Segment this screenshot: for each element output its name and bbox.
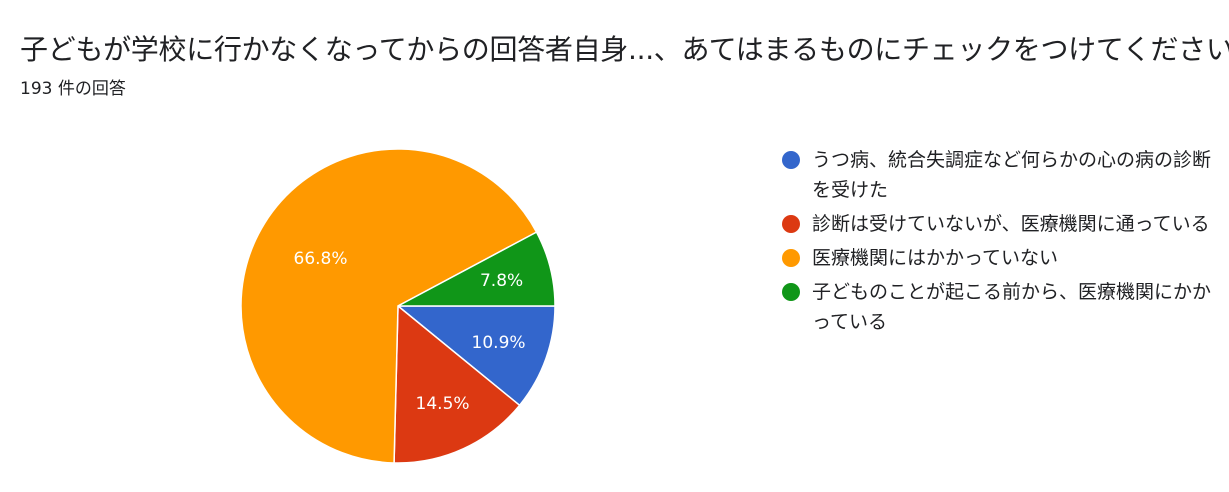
slice-visiting-medical-institution[interactable]: [393, 304, 521, 464]
legend-dot-icon: [782, 249, 800, 267]
legend-label: うつ病、統合失調症など何らかの心の病の診断を受けた: [812, 149, 1212, 201]
legend-dot-icon: [782, 283, 800, 301]
legend-label: 診断は受けていないが、医療機関に通っている: [812, 213, 1210, 235]
slice-data-label: 7.8%: [480, 271, 523, 291]
slice-data-label: 66.8%: [294, 249, 348, 269]
chart-title: 子どもが学校に行かなくなってからの回答者自身...、あてはまるものにチェックをつ…: [20, 33, 1229, 66]
legend-item-visiting-before-event[interactable]: 子どものことが起こる前から、医療機関にかかっている: [782, 277, 1212, 337]
legend-item-mental-illness-diagnosis[interactable]: うつ病、統合失調症など何らかの心の病の診断を受けた: [782, 145, 1212, 205]
legend-label: 医療機関にはかかっていない: [812, 247, 1059, 269]
slice-data-label: 10.9%: [472, 333, 526, 353]
slice-visiting-before-event[interactable]: [397, 231, 556, 307]
legend-item-not-visiting-medical-institution[interactable]: 医療機関にはかかっていない: [782, 243, 1212, 273]
slice-not-visiting-medical-institution[interactable]: [240, 148, 538, 464]
chart-legend: うつ病、統合失調症など何らかの心の病の診断を受けた 診断は受けていないが、医療機…: [782, 145, 1212, 341]
response-count: 193 件の回答: [20, 79, 126, 99]
slice-data-label: 14.5%: [416, 394, 470, 414]
slice-mental-illness-diagnosis[interactable]: [395, 305, 556, 407]
legend-dot-icon: [782, 215, 800, 233]
legend-label: 子どものことが起こる前から、医療機関にかかっている: [812, 281, 1212, 333]
legend-item-visiting-medical-institution[interactable]: 診断は受けていないが、医療機関に通っている: [782, 209, 1212, 239]
legend-dot-icon: [782, 151, 800, 169]
